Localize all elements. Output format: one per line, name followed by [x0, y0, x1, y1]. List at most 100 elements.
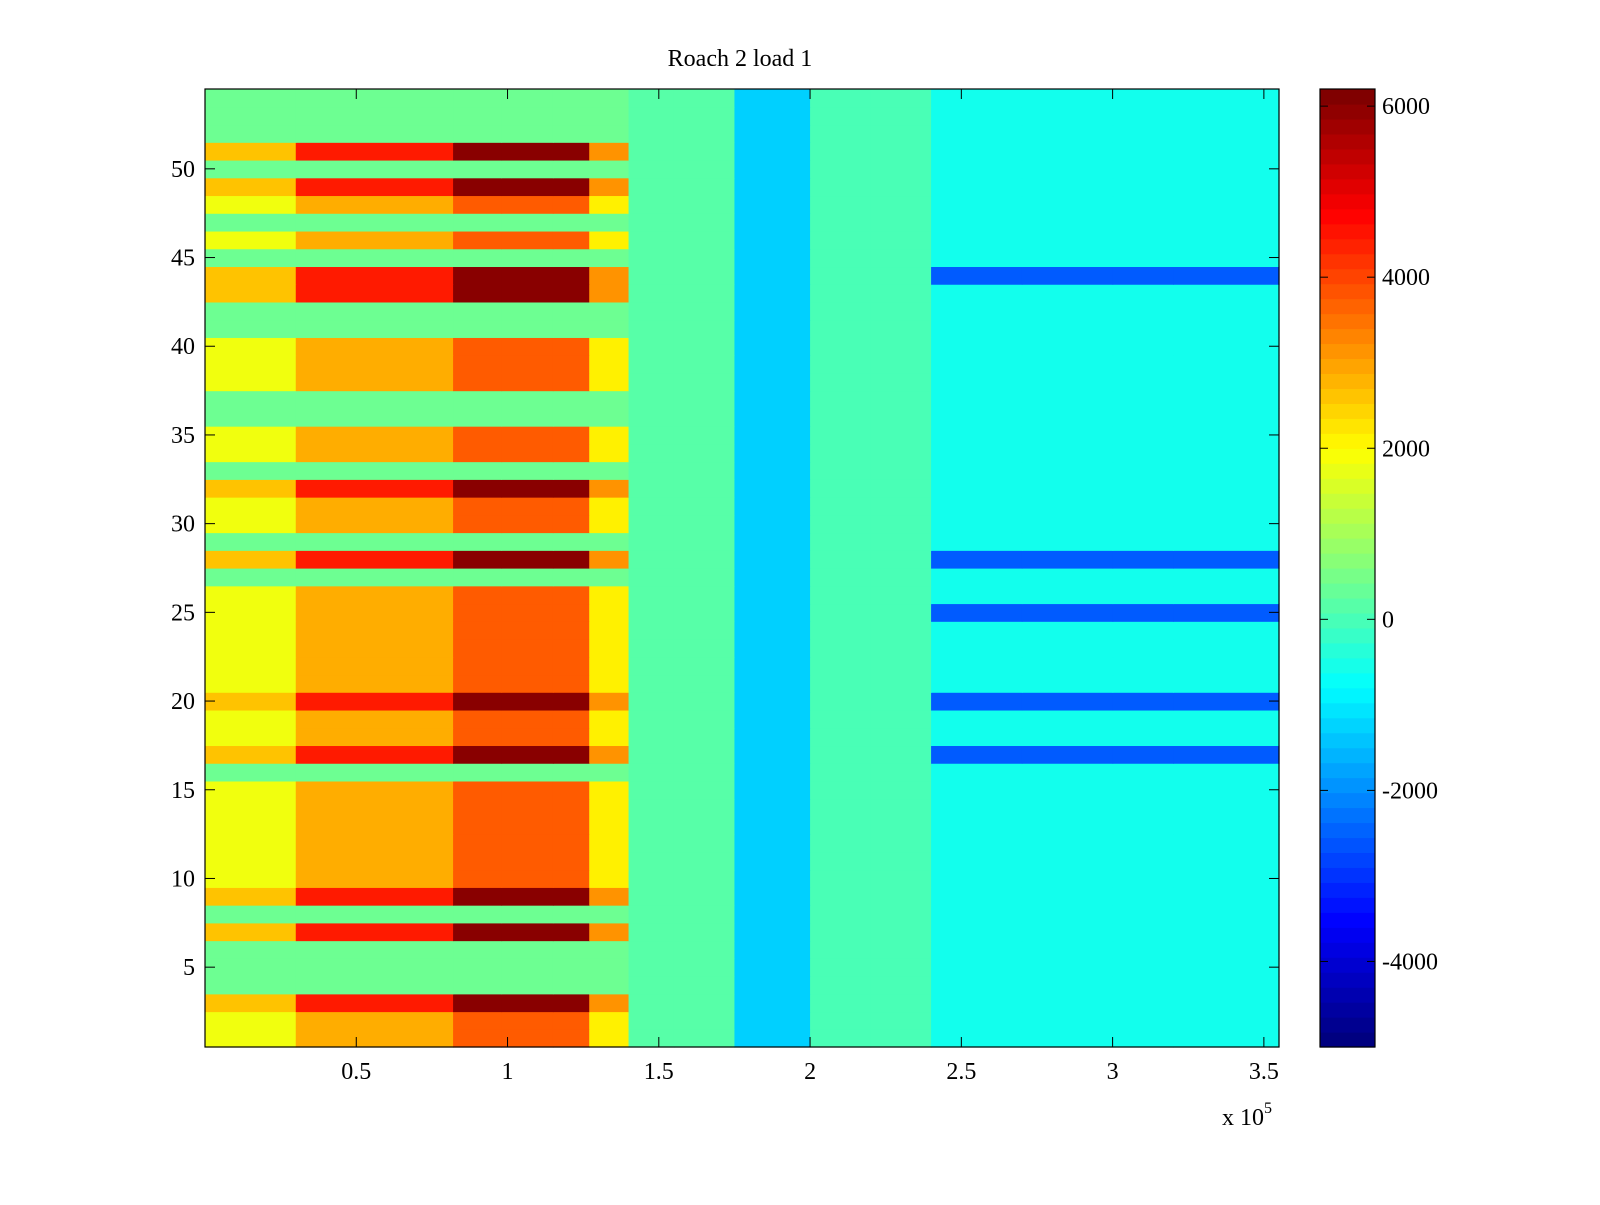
heatmap-cell	[552, 887, 590, 906]
colorbar-swatch	[1320, 553, 1375, 569]
heatmap-cell	[1173, 869, 1280, 888]
heatmap-cell	[673, 603, 736, 622]
heatmap-cell	[1173, 106, 1280, 126]
heatmap-cell	[552, 124, 590, 143]
heatmap-cell	[453, 869, 503, 888]
heatmap-cell	[501, 550, 554, 569]
heatmap-cell	[205, 1011, 297, 1030]
x-tick-label: 0.5	[341, 1059, 371, 1085]
heatmap-cell	[810, 142, 872, 161]
heatmap-cell	[1173, 976, 1280, 995]
heatmap-cell	[1021, 745, 1114, 764]
heatmap-cell	[1173, 780, 1280, 800]
heatmap-cell	[205, 408, 297, 427]
heatmap-cell	[589, 550, 630, 569]
heatmap-cell	[1112, 461, 1174, 480]
heatmap-cell	[295, 124, 454, 143]
colorbar-swatch	[1320, 433, 1375, 449]
heatmap-cell	[734, 408, 811, 427]
heatmap-cell	[589, 248, 630, 268]
heatmap-cell	[810, 266, 872, 285]
heatmap-cell	[453, 443, 503, 463]
heatmap-cell	[931, 426, 1023, 445]
heatmap-cell	[734, 692, 811, 711]
heatmap-cell	[1112, 940, 1174, 959]
heatmap-cell	[1173, 319, 1280, 338]
heatmap-cell	[673, 745, 736, 764]
heatmap-cell	[931, 727, 1023, 747]
heatmap-cell	[810, 532, 872, 551]
heatmap-cell	[205, 301, 297, 321]
heatmap-cell	[589, 869, 630, 888]
heatmap-cell	[205, 248, 297, 268]
heatmap-cell	[1173, 142, 1280, 161]
heatmap-cell	[870, 195, 932, 214]
heatmap-cell	[870, 869, 932, 888]
heatmap-cell	[205, 284, 297, 303]
heatmap-cell	[931, 213, 1023, 232]
heatmap-cell	[453, 638, 503, 658]
heatmap-cell	[810, 106, 872, 126]
heatmap-cell	[1173, 638, 1280, 658]
heatmap-cell	[1021, 479, 1114, 498]
colorbar: 6000 4000 2000 0 -2000 -4000	[1319, 88, 1438, 1048]
heatmap-cell	[1173, 692, 1280, 711]
heatmap-cell	[810, 159, 872, 179]
heatmap-cell	[295, 851, 454, 871]
heatmap-cell	[628, 568, 675, 587]
heatmap-cell	[1112, 106, 1174, 126]
heatmap-cell	[1112, 89, 1174, 108]
heatmap-cell	[295, 284, 454, 303]
heatmap-cell	[734, 922, 811, 942]
colorbar-swatch	[1320, 912, 1375, 928]
heatmap-cell	[931, 798, 1023, 817]
heatmap-cell	[870, 621, 932, 640]
colorbar-swatch	[1320, 193, 1375, 210]
heatmap-cell	[453, 195, 503, 214]
heatmap-cell	[1112, 177, 1174, 197]
heatmap-cell	[552, 638, 590, 658]
heatmap-cell	[295, 922, 454, 942]
heatmap-cell	[295, 213, 454, 232]
heatmap-cell	[589, 443, 630, 463]
x-tick-label: 1	[502, 1059, 514, 1085]
heatmap-cell	[295, 993, 454, 1013]
heatmap-cell	[870, 337, 932, 356]
heatmap-cell	[205, 159, 297, 179]
heatmap-cell	[205, 479, 297, 498]
heatmap-cell	[931, 674, 1023, 693]
heatmap-cell	[1173, 479, 1280, 498]
heatmap-cell	[931, 887, 1023, 906]
heatmap-cell	[589, 834, 630, 853]
colorbar-swatch	[1320, 1017, 1375, 1033]
heatmap-cell	[205, 266, 297, 285]
heatmap-cell	[552, 514, 590, 534]
heatmap-cell	[1173, 656, 1280, 676]
heatmap-cell	[589, 532, 630, 551]
heatmap-cell	[734, 266, 811, 285]
heatmap-cell	[931, 248, 1023, 268]
heatmap-cell	[501, 124, 554, 143]
heatmap-cell	[673, 124, 736, 143]
heatmap-cell	[628, 869, 675, 888]
heatmap-cell	[628, 709, 675, 729]
heatmap-cell	[501, 1011, 554, 1030]
heatmap-cell	[501, 816, 554, 835]
heatmap-cell	[501, 390, 554, 409]
heatmap-cell	[205, 89, 297, 108]
heatmap-cell	[453, 426, 503, 445]
heatmap-cell	[552, 337, 590, 356]
heatmap-cell	[673, 284, 736, 303]
heatmap-cell	[205, 532, 297, 551]
heatmap-cell	[295, 603, 454, 622]
heatmap-cell	[589, 568, 630, 587]
heatmap-cell	[205, 195, 297, 214]
heatmap-cell	[931, 337, 1023, 356]
heatmap-cell	[810, 798, 872, 817]
heatmap-cell	[589, 301, 630, 321]
heatmap-cell	[295, 709, 454, 729]
heatmap-cell	[552, 532, 590, 551]
heatmap-cell	[931, 709, 1023, 729]
heatmap-cell	[552, 1029, 590, 1048]
heatmap-cell	[734, 479, 811, 498]
